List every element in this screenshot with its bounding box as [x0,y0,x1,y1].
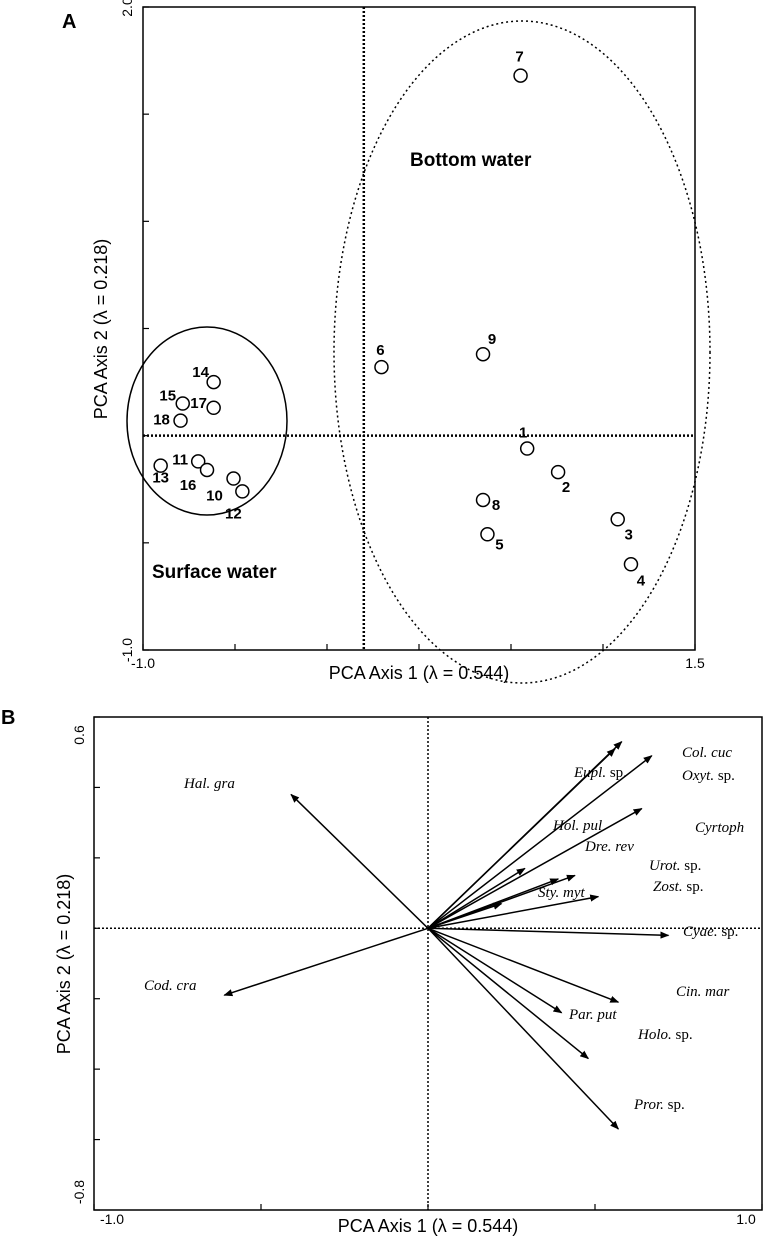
vector-label-eupl: Eupl. sp. [573,765,627,781]
point-4 [623,557,639,572]
vector-hol-pul [427,867,526,929]
point-14 [206,374,221,390]
point-1 [519,441,535,456]
point-label-5: 5 [495,536,503,553]
vector-oxyt [427,755,653,929]
point-9 [475,346,491,362]
panel-a: A -1.0 1.52.0-1.0 12345678910111213141516… [62,0,711,684]
point-label-15: 15 [159,388,176,405]
y-axis-title-b: PCA Axis 2 (λ = 0.218) [54,874,74,1055]
vector-label-dre-rev: Dre. rev [584,839,634,855]
vector-pror [427,927,619,1130]
group-label-surface-water: Surface water [152,562,277,583]
vector-cin-mar [427,927,620,1003]
x-tick-label-b: 1.0 [736,1211,756,1227]
point-label-8: 8 [492,497,500,514]
point-label-17: 17 [190,395,207,412]
point-label-12: 12 [225,505,242,522]
vector-cyrtoph [427,807,643,929]
surface-water-ellipse [126,326,288,516]
zero-lines-a [143,7,695,650]
vector-hal-gra [290,793,429,929]
vector-sty-myt [427,902,503,929]
x-tick-label-a: -1.0 [131,655,155,671]
point-10 [226,471,241,486]
point-label-16: 16 [180,477,197,494]
point-13 [153,458,168,473]
x-axis-title-b: PCA Axis 1 (λ = 0.544) [338,1216,519,1236]
point-label-18: 18 [153,412,170,429]
point-7 [513,68,528,83]
vector-label-cod-cra: Cod. cra [144,978,197,994]
vector-label-zost: Zost. sp. [653,879,703,895]
point-5 [480,527,495,542]
point-8 [475,492,491,508]
bottom-water-ellipse [333,20,711,684]
tick-marks-a [142,6,696,651]
vector-label-hal-gra: Hal. gra [183,776,235,792]
point-label-14: 14 [192,364,209,381]
y-tick-label-b: -0.8 [71,1180,87,1204]
vector-holo [427,927,590,1060]
vector-label-sty-myt: Sty. myt [538,885,585,901]
species-vectors: Col. cuc Oxyt. sp. Eupl. sp. Cyrtoph Hol. pu… [144,741,744,1130]
vector-label-cyrtoph: Cyrtoph [695,820,744,836]
tick-labels-a: -1.0 1.5 2.0 -1.0 [119,0,705,671]
point-16 [199,462,215,478]
vector-label-par-put: Par. put [568,1007,617,1023]
vector-label-col-cuc: Col. cuc [682,745,732,761]
y-tick-label-b: 0.6 [71,725,87,745]
vector-zost [427,894,600,930]
vector-label-holo: Holo. sp. [637,1027,693,1043]
panel-letter-b: B [1,707,15,729]
vector-label-hol-pul: Hol. pul [552,818,602,834]
vector-eupl [427,748,616,929]
point-12 [235,484,250,499]
tick-labels-b: -1.0 1.0 0.6 -0.8 [71,725,756,1227]
panel-letter-a: A [62,11,76,33]
plot-frame-a [142,6,696,651]
point-label-9: 9 [488,331,496,348]
x-axis-title-a: PCA Axis 1 (λ = 0.544) [329,663,510,683]
point-2 [550,464,566,480]
point-label-4: 4 [637,572,646,589]
x-tick-label-a: 1.5 [685,655,705,671]
y-axis-title-a: PCA Axis 2 (λ = 0.218) [91,239,111,420]
vector-cod-cra [223,927,429,997]
point-3 [610,512,625,527]
x-tick-label-b: -1.0 [100,1211,124,1227]
point-15 [175,396,190,411]
vector-label-oxyt: Oxyt. sp. [682,768,735,784]
point-label-1: 1 [519,425,527,442]
point-label-6: 6 [376,342,384,359]
vector-label-cyae: Cyae. sp. [683,924,738,940]
point-label-3: 3 [625,526,633,543]
point-label-2: 2 [562,479,570,496]
vector-label-pror: Pror. sp. [633,1097,685,1113]
point-18 [173,413,188,428]
y-tick-label-a: 2.0 [119,0,135,17]
point-label-7: 7 [515,49,523,66]
vector-par-put [427,927,563,1014]
vector-cyae [427,927,670,939]
vector-label-urot: Urot. sp. [649,858,701,874]
group-label-bottom-water: Bottom water [410,150,532,171]
point-17 [206,400,221,416]
vector-label-cin-mar: Cin. mar [676,984,730,1000]
point-label-11: 11 [172,451,188,468]
point-11 [190,454,206,469]
y-tick-label-a: -1.0 [119,638,135,662]
panel-b: B -1.0 1.0 0.6 -0.8 Col. cuc Oxyt. sp. Eupl. … [1,707,763,1236]
point-label-10: 10 [206,488,223,505]
point-6 [374,359,389,375]
point-label-13: 13 [152,470,169,487]
